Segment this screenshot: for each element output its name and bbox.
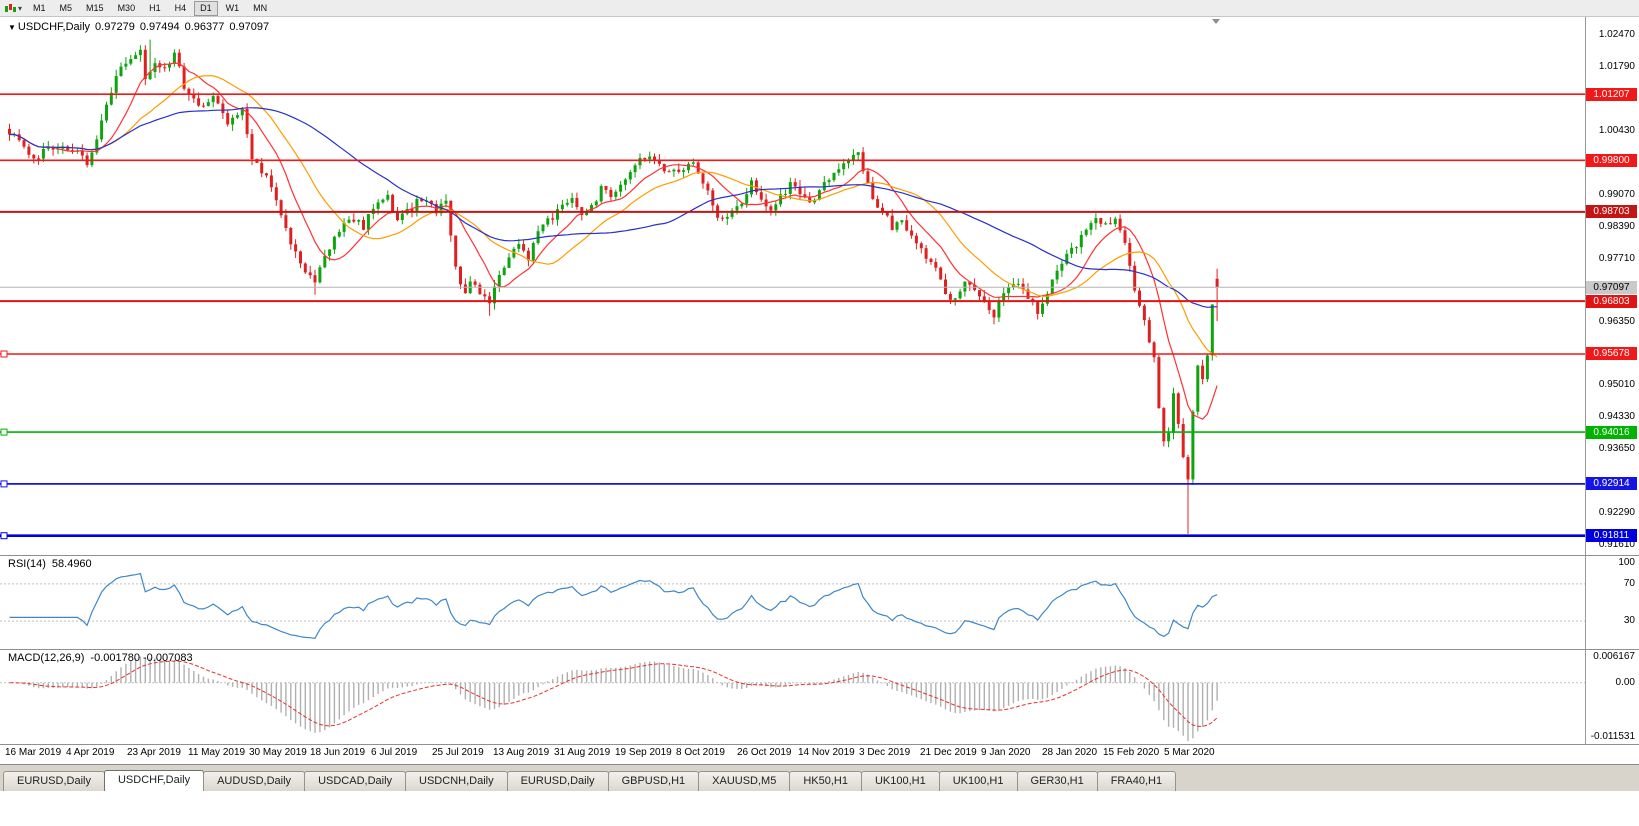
tab-eurusd-daily[interactable]: EURUSD,Daily (3, 771, 105, 791)
tab-usdcad-daily[interactable]: USDCAD,Daily (304, 771, 407, 791)
ohlc-close: 0.97097 (229, 21, 270, 33)
tab-eurusd-daily[interactable]: EURUSD,Daily (506, 771, 609, 791)
tab-hk50-h1[interactable]: HK50,H1 (789, 771, 862, 791)
tab-usdchf-daily[interactable]: USDCHF,Daily (103, 770, 205, 791)
rsi-value: 58.4960 (51, 558, 92, 570)
date-axis-label: 19 Sep 2019 (615, 747, 672, 758)
panel-separator[interactable] (0, 555, 1639, 556)
chevron-down-icon: ▾ (18, 3, 23, 13)
date-axis: 16 Mar 2019 4 Apr 2019 23 Apr 2019 11 May 2… (0, 745, 1639, 763)
moving-average-line (9, 75, 1218, 358)
line-handle[interactable] (0, 532, 8, 540)
rsi-label: RSI(14) (8, 558, 46, 570)
timeframe-button-h4[interactable]: H4 (174, 2, 187, 13)
tab-uk100-h1[interactable]: UK100,H1 (860, 771, 940, 791)
date-axis-label: 11 May 2019 (188, 747, 246, 758)
timeframe-button-m15[interactable]: M15 (86, 2, 104, 13)
date-axis-label: 3 Dec 2019 (859, 747, 911, 758)
tab-uk100-h1[interactable]: UK100,H1 (938, 771, 1018, 791)
ohlc-open: 0.97279 (95, 21, 135, 33)
timeframe-toolbar: M1 M5 M15 M30 H1 H4 D1 W1 MN (26, 0, 274, 16)
date-axis-label: 8 Oct 2019 (676, 747, 725, 758)
collapse-icon[interactable]: ▼ (8, 23, 16, 32)
timeframe-button-m1[interactable]: M1 (33, 2, 46, 13)
date-axis-label: 13 Aug 2019 (493, 747, 550, 758)
date-axis-label: 16 Mar 2019 (5, 747, 62, 758)
date-axis-label: 4 Apr 2019 (66, 747, 115, 758)
line-handle[interactable] (0, 428, 8, 436)
date-axis-label: 26 Oct 2019 (737, 747, 792, 758)
candlestick-chart-icon (5, 3, 16, 12)
date-axis-label: 5 Mar 2020 (1164, 747, 1215, 758)
moving-average-line (9, 62, 1218, 420)
date-axis-label: 25 Jul 2019 (432, 747, 484, 758)
ohlc-low: 0.96377 (184, 21, 225, 33)
macd-histogram (13, 656, 1218, 742)
timeframe-button-h1[interactable]: H1 (149, 2, 161, 13)
timeframe-button-m30[interactable]: M30 (117, 2, 136, 13)
date-axis-label: 28 Jan 2020 (1042, 747, 1098, 758)
date-axis-label: 18 Jun 2019 (310, 747, 366, 758)
panel-separator[interactable] (0, 744, 1639, 745)
date-axis-label: 15 Feb 2020 (1103, 747, 1160, 758)
ohlc-high: 0.97494 (139, 21, 180, 33)
date-axis-label: 30 May 2019 (249, 747, 307, 758)
date-axis-label: 14 Nov 2019 (798, 747, 855, 758)
tab-fra40-h1[interactable]: FRA40,H1 (1096, 771, 1177, 791)
chart-type-dropdown-button[interactable]: ▾ (0, 1, 26, 16)
rsi-line (9, 572, 1218, 639)
date-axis-label: 21 Dec 2019 (920, 747, 977, 758)
rsi-header: RSI(14) 58.4960 (8, 558, 98, 570)
toolbar: ▾ M1 M5 M15 M30 H1 H4 D1 W1 MN (0, 0, 1639, 17)
chart-shift-marker[interactable] (1212, 19, 1220, 24)
macd-label: MACD(12,26,9) (8, 652, 85, 664)
tab-usdcnh-daily[interactable]: USDCNH,Daily (405, 771, 508, 791)
candles (8, 39, 1219, 534)
tab-audusd-daily[interactable]: AUDUSD,Daily (203, 771, 306, 791)
date-axis-label: 31 Aug 2019 (554, 747, 611, 758)
date-axis-label: 23 Apr 2019 (127, 747, 181, 758)
tab-xauusd-m5[interactable]: XAUUSD,M5 (698, 771, 791, 791)
macd-signal-line (9, 660, 1218, 727)
chart-tab-bar: EURUSD,Daily USDCHF,Daily AUDUSD,Daily USDC… (0, 764, 1639, 791)
panel-separator[interactable] (0, 649, 1639, 650)
macd-header: MACD(12,26,9) -0.001780 -0.007083 (8, 652, 199, 664)
symbol-title: USDCHF,Daily (17, 21, 91, 33)
line-handle[interactable] (0, 480, 8, 488)
timeframe-button-mn[interactable]: MN (253, 2, 268, 13)
tab-gbpusd-h1[interactable]: GBPUSD,H1 (607, 771, 700, 791)
timeframe-button-w1[interactable]: W1 (225, 2, 240, 13)
timeframe-button-d1[interactable]: D1 (194, 0, 218, 16)
chart-header: ▼ USDCHF,Daily 0.97279 0.97494 0.96377 0.9709… (8, 21, 274, 33)
macd-value: -0.001780 -0.007083 (90, 652, 193, 664)
date-axis-label: 9 Jan 2020 (981, 747, 1031, 758)
timeframe-button-m5[interactable]: M5 (59, 2, 73, 13)
line-handle[interactable] (0, 350, 8, 358)
tab-ger30-h1[interactable]: GER30,H1 (1016, 771, 1098, 791)
moving-average-line (9, 107, 1218, 308)
date-axis-label: 6 Jul 2019 (371, 747, 418, 758)
